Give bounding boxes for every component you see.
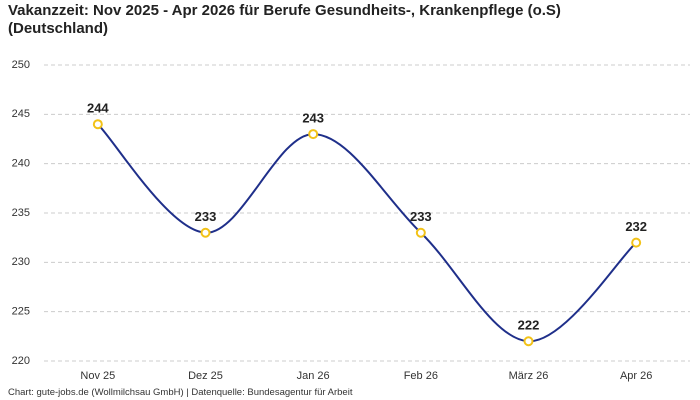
value-label: 233 xyxy=(195,209,217,224)
value-label: 233 xyxy=(410,209,432,224)
y-tick-label: 235 xyxy=(12,207,30,219)
y-tick-label: 225 xyxy=(12,306,30,318)
point xyxy=(415,227,426,238)
value-label: 243 xyxy=(302,111,324,126)
source-note: Chart: gute-jobs.de (Wollmilchsau GmbH) … xyxy=(8,387,353,398)
y-tick-label: 245 xyxy=(12,108,30,120)
x-tick-label: Nov 25 xyxy=(80,370,115,382)
point xyxy=(631,237,642,248)
x-tick-label: Dez 25 xyxy=(188,370,223,382)
point xyxy=(523,336,534,347)
x-tick-label: Feb 26 xyxy=(404,370,438,382)
chart-title: Vakanzzeit: Nov 2025 - Apr 2026 für Beru… xyxy=(8,2,561,37)
value-label: 232 xyxy=(625,219,647,234)
line xyxy=(97,123,637,343)
value-label: 222 xyxy=(518,318,540,333)
value-label: 244 xyxy=(87,101,109,116)
point xyxy=(92,119,103,130)
x-tick-label: Apr 26 xyxy=(620,370,652,382)
y-tick-label: 250 xyxy=(12,59,30,71)
y-tick-label: 230 xyxy=(12,256,30,268)
x-tick-label: März 26 xyxy=(509,370,549,382)
y-tick-label: 240 xyxy=(12,158,30,170)
point xyxy=(200,227,211,238)
y-tick-label: 220 xyxy=(12,355,30,367)
point xyxy=(308,129,319,140)
x-tick-label: Jan 26 xyxy=(297,370,330,382)
